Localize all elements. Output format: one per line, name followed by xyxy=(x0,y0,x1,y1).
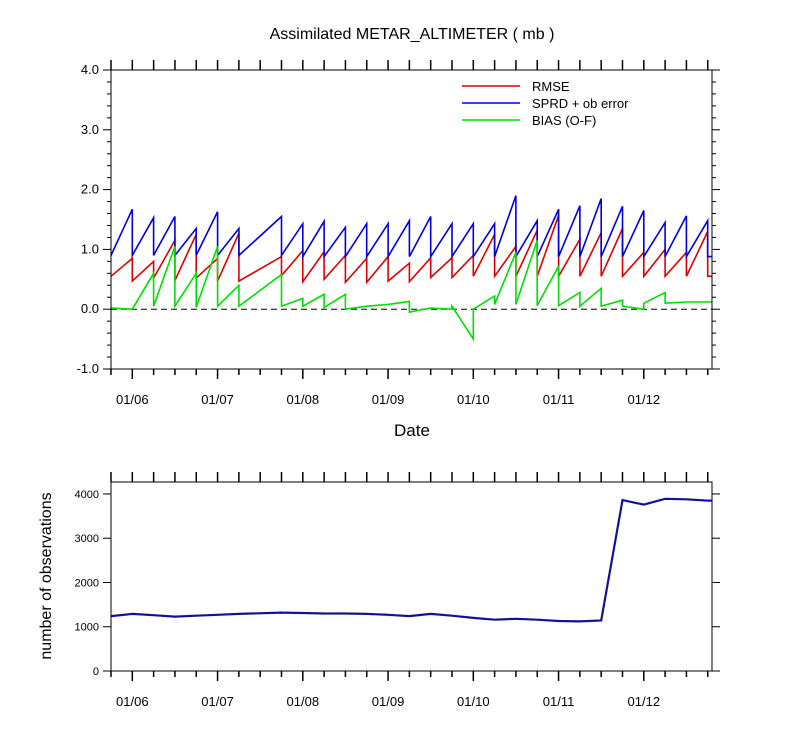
top-y-tick-label: 1.0 xyxy=(81,241,99,256)
top-x-tick-label: 01/08 xyxy=(287,392,320,407)
top-plot-frame xyxy=(110,69,713,370)
top-y-tick-label: 3.0 xyxy=(81,122,99,137)
top-y-tick-label: -1.0 xyxy=(77,361,99,376)
bottom-x-tick-label: 01/10 xyxy=(457,694,490,709)
series-line-observations xyxy=(110,497,712,623)
bottom-y-tick-label: 1000 xyxy=(75,622,99,634)
series-line-observations-overlay xyxy=(110,498,712,622)
series-line-bias-o-f xyxy=(110,240,712,342)
top-chart: 01/06 01/07 01/08 01/09 01/10 01/11 01/12 -1.0 0… xyxy=(77,60,720,407)
top-x-tick-label: 01/11 xyxy=(543,392,575,407)
legend-label-bias: BIAS (O-F) xyxy=(532,113,596,128)
bottom-y-tick-label: 2000 xyxy=(75,577,99,589)
bottom-series-group xyxy=(110,497,712,623)
bottom-x-tick-label: 01/07 xyxy=(201,694,234,709)
bottom-y-tick-label: 0 xyxy=(93,666,99,678)
bottom-y-tick-label: 3000 xyxy=(75,533,99,545)
legend-label-rmse: RMSE xyxy=(532,79,570,94)
bottom-x-tick-label: 01/06 xyxy=(116,694,149,709)
top-x-tick-label: 01/07 xyxy=(201,392,234,407)
bottom-axes: 01/06 01/07 01/08 01/09 01/10 01/11 01/12 0 1000… xyxy=(75,472,720,709)
top-y-tick-label: 0.0 xyxy=(81,301,99,316)
chart-title: Assimilated METAR_ALTIMETER ( mb ) xyxy=(270,26,555,43)
top-x-axis-label: Date xyxy=(394,421,430,440)
bottom-y-axis-label: number of observations xyxy=(38,492,55,659)
legend: RMSE SPRD + ob error BIAS (O-F) xyxy=(462,79,629,128)
top-series-group xyxy=(110,195,712,342)
bottom-x-tick-label: 01/08 xyxy=(287,694,320,709)
top-x-tick-label: 01/12 xyxy=(628,392,661,407)
top-y-tick-label: 4.0 xyxy=(81,62,99,77)
top-x-tick-label: 01/10 xyxy=(457,392,490,407)
bottom-chart: 01/06 01/07 01/08 01/09 01/10 01/11 01/12 0 1000… xyxy=(75,472,720,709)
bottom-x-tick-label: 01/12 xyxy=(628,694,661,709)
legend-label-sprd: SPRD + ob error xyxy=(532,96,629,111)
bottom-x-tick-label: 01/09 xyxy=(372,694,405,709)
bottom-x-tick-label: 01/11 xyxy=(543,694,575,709)
top-x-tick-label: 01/09 xyxy=(372,392,405,407)
bottom-y-tick-label: 4000 xyxy=(75,489,99,501)
bottom-plot-frame xyxy=(110,481,713,672)
top-axes: 01/06 01/07 01/08 01/09 01/10 01/11 01/12 -1.0 0… xyxy=(77,60,720,407)
series-line-sprd-ob-error xyxy=(110,195,712,260)
top-x-tick-label: 01/06 xyxy=(116,392,149,407)
top-y-tick-label: 2.0 xyxy=(81,182,99,197)
